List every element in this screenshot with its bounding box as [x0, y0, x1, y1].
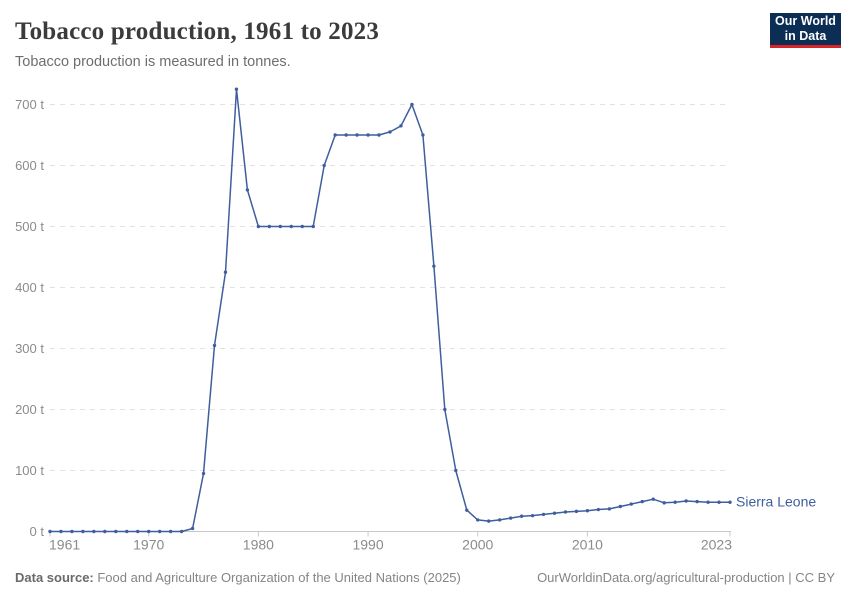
data-point	[585, 509, 590, 513]
data-point	[695, 499, 699, 504]
data-point	[618, 504, 623, 509]
data-point	[519, 514, 524, 518]
data-point	[388, 130, 392, 134]
data-point	[454, 468, 458, 473]
data-point	[377, 133, 381, 137]
data-point	[256, 224, 261, 229]
data-point	[81, 529, 85, 534]
data-point	[190, 526, 195, 531]
data-point	[706, 500, 710, 504]
chart-subtitle: Tobacco production is measured in tonnes…	[15, 54, 291, 70]
data-source: Data source: Food and Agriculture Organi…	[15, 570, 461, 586]
y-tick-label: 300 t	[15, 341, 44, 356]
data-point	[728, 500, 732, 504]
data-point	[114, 529, 118, 534]
data-point	[245, 188, 250, 192]
x-tick-label: 2023	[701, 537, 732, 553]
data-point	[497, 518, 502, 522]
data-point	[421, 133, 425, 137]
data-point	[651, 497, 655, 501]
data-point	[157, 529, 162, 534]
x-tick-label: 1970	[133, 537, 164, 553]
x-tick-label: 1980	[243, 537, 274, 553]
y-tick-label: 500 t	[15, 219, 44, 234]
data-point	[59, 529, 63, 534]
owid-logo-line1: Our World	[775, 14, 836, 28]
data-point	[136, 529, 140, 534]
data-point	[552, 511, 557, 515]
data-point	[311, 224, 315, 229]
data-source-label: Data source:	[15, 569, 94, 585]
x-tick-label: 2010	[572, 537, 603, 553]
data-point	[267, 224, 272, 229]
data-point	[70, 529, 74, 534]
y-tick-label: 400 t	[15, 280, 44, 295]
data-point	[300, 224, 304, 229]
x-tick-label: 2000	[462, 537, 493, 553]
data-point	[541, 512, 546, 517]
data-point	[508, 516, 513, 520]
y-tick-label: 100 t	[15, 463, 44, 478]
data-point	[179, 529, 184, 534]
data-point	[487, 519, 491, 523]
data-point	[333, 133, 337, 137]
data-point	[289, 224, 293, 229]
data-point	[201, 471, 206, 476]
data-point	[92, 529, 96, 534]
data-point	[563, 510, 568, 514]
data-point	[673, 500, 677, 504]
data-point	[607, 507, 612, 511]
data-point	[125, 529, 129, 534]
data-point	[443, 407, 447, 412]
y-tick-label: 700 t	[15, 97, 44, 112]
data-point	[322, 163, 326, 168]
data-point	[684, 499, 688, 503]
data-point	[596, 507, 601, 512]
data-point	[530, 513, 535, 518]
data-source-text: Food and Agriculture Organization of the…	[93, 569, 461, 585]
x-tick-label: 1961	[49, 537, 80, 553]
data-point	[234, 87, 239, 91]
data-point	[278, 224, 283, 229]
data-point	[432, 264, 436, 268]
data-point	[147, 529, 151, 534]
owid-logo-line2: in Data	[784, 29, 827, 43]
owid-logo[interactable]: Our World in Data	[770, 13, 841, 48]
data-point	[48, 529, 52, 534]
data-point	[640, 499, 644, 504]
data-point	[476, 518, 480, 522]
data-point	[465, 508, 469, 512]
series-line[interactable]	[49, 88, 731, 533]
data-point	[410, 102, 414, 107]
data-point	[399, 124, 403, 128]
data-point	[355, 133, 359, 137]
chart-footer: Data source: Food and Agriculture Organi…	[15, 570, 835, 586]
data-point	[168, 529, 173, 534]
owid-citation-link[interactable]: OurWorldinData.org/agricultural-producti…	[537, 569, 835, 585]
data-point	[574, 509, 579, 514]
y-tick-label: 600 t	[15, 158, 44, 173]
data-point	[223, 270, 228, 274]
x-tick-label: 1990	[352, 537, 383, 553]
y-tick-label: 200 t	[15, 402, 44, 417]
data-point	[366, 133, 370, 137]
data-point	[717, 500, 721, 504]
data-point	[103, 529, 107, 534]
y-tick-label: 0 t	[30, 524, 45, 539]
chart-title: Tobacco production, 1961 to 2023	[15, 18, 380, 45]
data-point	[212, 343, 217, 348]
data-point	[629, 502, 633, 506]
data-point	[344, 133, 348, 137]
series-label[interactable]: Sierra Leone	[736, 494, 816, 510]
data-point	[662, 501, 666, 505]
